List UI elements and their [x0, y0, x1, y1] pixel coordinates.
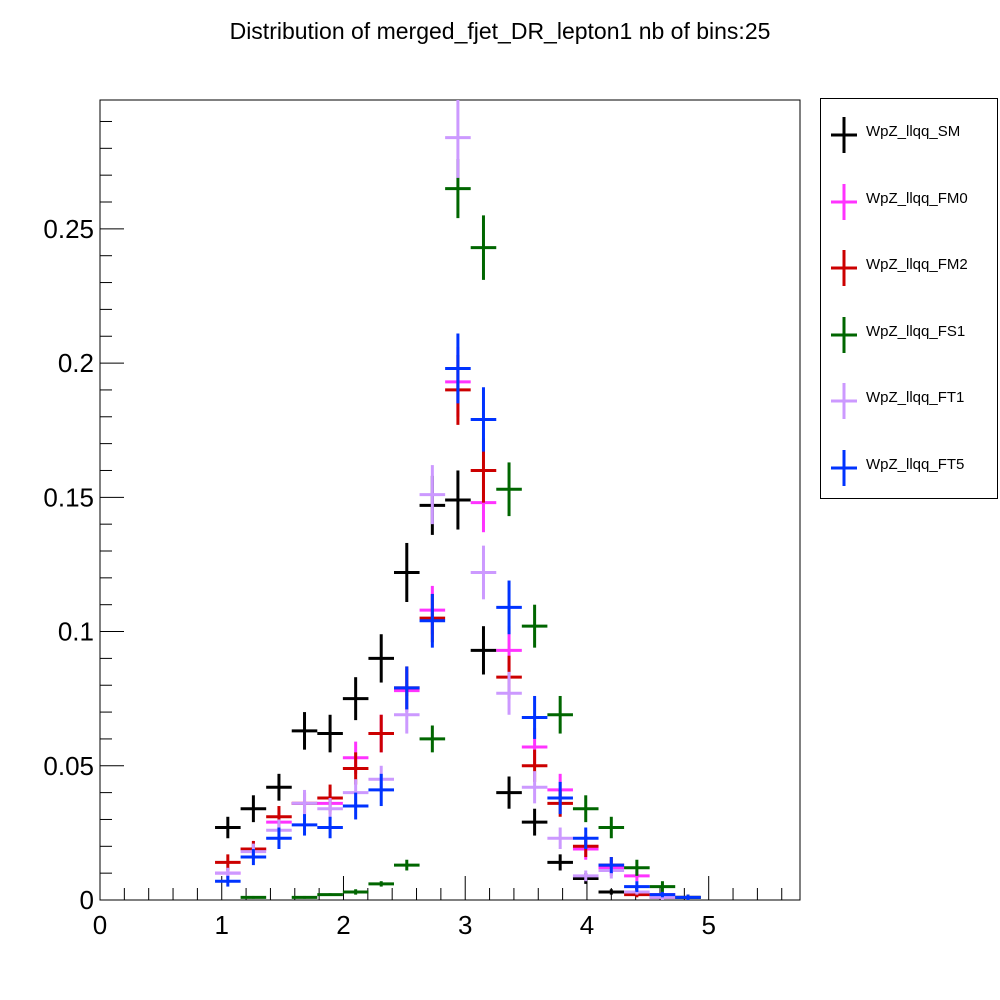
data-point [394, 542, 420, 603]
legend-label: WpZ_llqq_SM [866, 123, 961, 140]
x-tick-label: 5 [701, 910, 715, 940]
y-tick-label: 0.15 [43, 482, 94, 512]
legend-marker [831, 383, 857, 419]
data-point [445, 470, 471, 530]
data-point [394, 859, 420, 871]
legend-label: WpZ_llqq_FT1 [866, 389, 965, 406]
data-point [342, 677, 369, 721]
data-point [419, 593, 446, 648]
y-tick-label: 0.25 [43, 214, 94, 244]
data-point [394, 666, 420, 710]
series-WpZ_llqq_FT1 [215, 100, 676, 900]
chart-title: Distribution of merged_fjet_DR_lepton1 n… [229, 18, 771, 44]
data-point [368, 714, 394, 753]
legend-label: WpZ_llqq_FT5 [866, 455, 965, 473]
data-point [317, 893, 343, 897]
data-point [649, 881, 676, 892]
legend-marker [831, 250, 857, 286]
data-point [496, 580, 522, 635]
legend-marker [831, 117, 857, 153]
data-point [291, 789, 318, 817]
x-tick-label: 1 [215, 910, 229, 940]
legend-marker [831, 316, 857, 353]
data-point [572, 827, 599, 849]
data-point [291, 895, 318, 899]
data-point [572, 870, 599, 882]
series-WpZ_llqq_FM2 [215, 355, 701, 900]
plot-frame [99, 99, 801, 901]
legend-entry: WpZ_llqq_FM2 [821, 246, 997, 286]
tick-labels: 0 1 2 3 4 5 0 0.05 0.1 0.15 0.2 0.25 [43, 214, 716, 940]
data-point [419, 725, 446, 753]
data-point [368, 773, 394, 807]
data-point [496, 776, 522, 809]
series-WpZ_llqq_FS1 [240, 159, 701, 900]
x-tick-label: 2 [336, 910, 350, 940]
data-point [470, 215, 497, 280]
legend-entry: WpZ_llqq_FM0 [821, 180, 997, 220]
x-tick-label: 0 [93, 910, 107, 940]
x-tick-label: 3 [458, 910, 472, 940]
data-point [342, 792, 369, 820]
data-point [547, 695, 573, 734]
data-point [521, 604, 548, 648]
legend-entry: WpZ_llqq_SM [821, 113, 997, 153]
data-point [470, 626, 497, 675]
legend-entry: WpZ_llqq_FS1 [821, 313, 997, 353]
data-point [215, 816, 241, 839]
data-point [240, 848, 267, 866]
data-point [598, 857, 625, 874]
data-point [496, 671, 522, 715]
data-point [598, 816, 625, 839]
data-point [266, 827, 292, 849]
data-point [675, 894, 701, 900]
data-point [521, 695, 548, 739]
y-tick-label: 0.1 [58, 617, 94, 647]
data-point [368, 881, 394, 887]
data-point [572, 795, 599, 823]
legend-label: WpZ_llqq_FM0 [866, 189, 968, 207]
data-point [496, 462, 522, 517]
legend-label: WpZ_llqq_FS1 [866, 322, 966, 340]
legend-entry: WpZ_llqq_FT5 [821, 446, 997, 486]
data-point [470, 545, 497, 600]
data-point [547, 854, 573, 871]
data-point [598, 889, 625, 895]
data-point [445, 333, 471, 404]
legend-marker [831, 183, 857, 220]
data-point [215, 875, 241, 887]
data-point [624, 881, 650, 892]
data-point [624, 859, 650, 876]
legend-entry: WpZ_llqq_FT1 [821, 379, 997, 419]
data-point [342, 889, 369, 895]
legend-label: WpZ_llqq_FM2 [866, 256, 968, 273]
data-point [470, 387, 497, 452]
data-point [317, 816, 343, 839]
y-tick-label: 0.2 [58, 348, 94, 378]
y-tick-label: 0.05 [43, 751, 94, 781]
data-point [240, 895, 267, 899]
data-point [547, 781, 573, 815]
data-point [291, 712, 318, 750]
x-tick-label: 4 [580, 910, 594, 940]
data-point [368, 634, 394, 683]
data-point [240, 795, 267, 823]
data-point [547, 827, 573, 849]
data-point [317, 797, 343, 820]
legend-marker [831, 449, 857, 486]
data-point [649, 891, 676, 898]
data-point [317, 714, 343, 753]
data-point [419, 465, 446, 525]
data-point [445, 100, 471, 178]
data-point [521, 771, 548, 804]
legend: WpZ_llqq_SM WpZ_llqq_FM0 WpZ_llqq_FM2 WpZ_l… [820, 98, 998, 499]
data-point [521, 808, 548, 836]
series-WpZ_llqq_FT5 [215, 333, 701, 900]
data-point [266, 773, 292, 801]
y-tick-label: 0 [80, 885, 94, 915]
data-marks [215, 100, 701, 900]
data-point [291, 814, 318, 836]
